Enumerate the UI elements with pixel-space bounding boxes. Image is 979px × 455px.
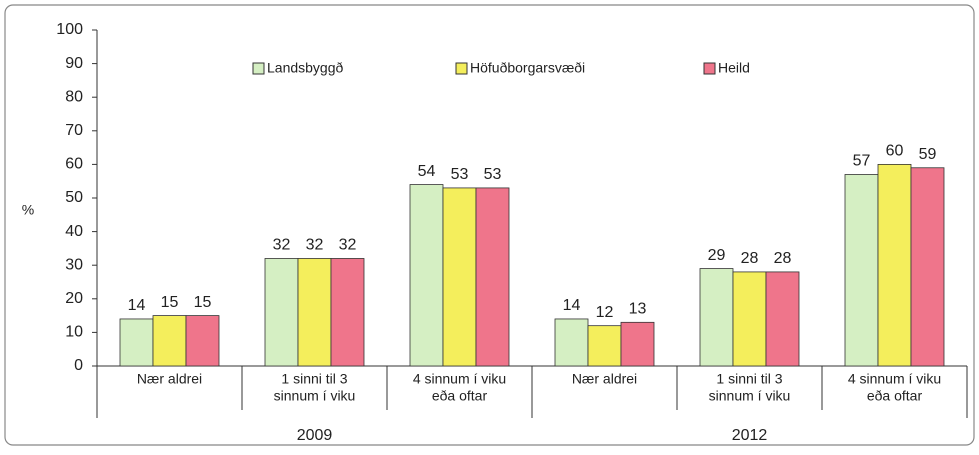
bar [185, 315, 220, 367]
y-tick-label: 0 [74, 357, 83, 374]
y-tick-label: 10 [65, 324, 83, 341]
legend-swatch [455, 62, 468, 75]
x-tick-label: sinnum í viku [274, 388, 356, 404]
bar [152, 315, 187, 367]
x-tick-label: Nær aldrei [572, 371, 637, 387]
data-label: 28 [741, 250, 759, 267]
y-tick-label: 70 [65, 122, 83, 139]
bar [620, 321, 655, 367]
x-tick-label: sinnum í viku [709, 388, 791, 404]
bar [910, 167, 945, 367]
x-tick-label: eða oftar [867, 388, 923, 404]
bar [732, 271, 767, 367]
data-label: 15 [194, 294, 212, 311]
data-label: 32 [339, 237, 357, 254]
data-label: 14 [563, 297, 581, 314]
x-tick-label: 4 sinnum í viku [413, 371, 506, 387]
bar [442, 187, 477, 367]
data-label: 28 [774, 250, 792, 267]
x-tick-label: 1 sinni til 3 [281, 371, 347, 387]
y-tick-label: 20 [65, 290, 83, 307]
legend-swatch [252, 62, 265, 75]
bar [554, 318, 589, 367]
data-label: 29 [708, 247, 726, 264]
bar [699, 268, 734, 367]
bar [877, 163, 912, 367]
data-label: 53 [451, 166, 469, 183]
data-label: 54 [418, 163, 436, 180]
y-tick-label: 90 [65, 55, 83, 72]
data-label: 32 [273, 237, 291, 254]
y-tick-label: 80 [65, 88, 83, 105]
bar [409, 184, 444, 367]
y-axis-label: % [22, 202, 34, 218]
data-label: 14 [128, 297, 146, 314]
y-tick-label: 40 [65, 223, 83, 240]
bar [475, 187, 510, 367]
data-label: 53 [484, 166, 502, 183]
legend-label: Heild [718, 60, 750, 76]
x-tick-label: eða oftar [432, 388, 488, 404]
x-tick-label: 4 sinnum í viku [848, 371, 941, 387]
x-tick-label: Nær aldrei [137, 371, 202, 387]
data-label: 13 [629, 301, 647, 318]
bar [297, 258, 332, 367]
data-label: 60 [886, 143, 904, 160]
bar [587, 325, 622, 367]
y-tick-label: 30 [65, 256, 83, 273]
data-label: 15 [161, 294, 179, 311]
legend-label: Landsbyggð [267, 60, 344, 76]
x-tick-label: 1 sinni til 3 [716, 371, 782, 387]
bar [844, 174, 879, 367]
y-tick-label: 60 [65, 156, 83, 173]
y-tick-label: 100 [56, 21, 83, 38]
group-label: 2012 [732, 427, 768, 444]
legend-swatch [703, 62, 716, 75]
data-label: 32 [306, 237, 324, 254]
bar [119, 318, 154, 367]
data-label: 12 [596, 304, 614, 321]
bar [330, 258, 365, 367]
group-label: 2009 [297, 427, 333, 444]
y-tick-label: 50 [65, 189, 83, 206]
data-label: 57 [853, 153, 871, 170]
data-label: 59 [919, 146, 937, 163]
legend-label: Höfuðborgarsvæði [470, 60, 585, 76]
bar [264, 258, 299, 367]
bar [765, 271, 800, 367]
